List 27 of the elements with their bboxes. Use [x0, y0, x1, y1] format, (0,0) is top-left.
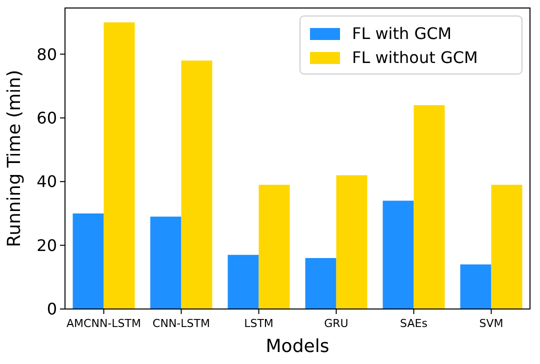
bar [305, 258, 336, 309]
y-tick-label: 80 [36, 44, 57, 64]
y-tick-label: 60 [36, 108, 57, 128]
y-tick-label: 40 [36, 172, 57, 192]
y-axis-title: Running Time (min) [4, 70, 25, 248]
x-tick-label: CNN-LSTM [152, 317, 210, 330]
bar [104, 22, 135, 309]
bar [228, 254, 259, 309]
bar [382, 200, 414, 309]
legend-label: FL with GCM [352, 24, 452, 43]
x-tick-label: GRU [324, 317, 348, 330]
bar [258, 184, 290, 309]
y-tick-label: 0 [46, 300, 57, 319]
bar [460, 264, 492, 309]
x-tick-label: SVM [479, 317, 504, 330]
x-axis-title: Models [266, 336, 330, 357]
bar [181, 60, 212, 309]
legend-label: FL without GCM [352, 48, 478, 67]
bar [414, 105, 445, 309]
y-tick-label: 20 [36, 236, 57, 255]
x-tick-label: LSTM [244, 317, 274, 330]
x-tick-label: SAEs [400, 317, 428, 330]
x-tick-label: AMCNN-LSTM [66, 317, 141, 330]
bar [72, 213, 104, 309]
bar [336, 175, 368, 309]
bar [491, 184, 522, 309]
bar [150, 216, 182, 309]
